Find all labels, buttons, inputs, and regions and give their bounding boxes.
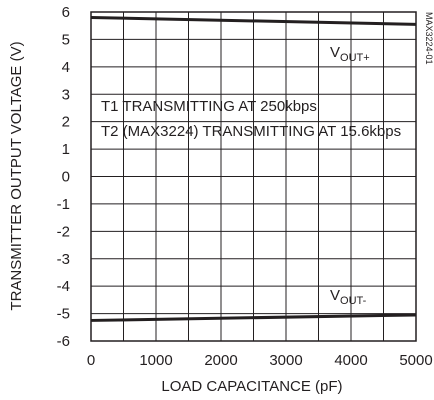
y-tick-label: 6 bbox=[62, 4, 70, 21]
y-tick-labels: 6 5 4 3 2 1 0 -1 -2 -3 -4 -5 -6 bbox=[57, 4, 70, 350]
y-tick-label: 5 bbox=[62, 31, 70, 48]
y-tick-label: -1 bbox=[57, 196, 70, 213]
y-tick-label: 0 bbox=[62, 169, 70, 186]
figure-code: MAX3224-01 bbox=[424, 12, 434, 65]
x-tick-label: 4000 bbox=[334, 352, 367, 369]
x-tick-label: 0 bbox=[87, 352, 95, 369]
y-tick-label: 3 bbox=[62, 86, 70, 103]
y-tick-label: 1 bbox=[62, 141, 70, 158]
x-axis-title: LOAD CAPACITANCE (pF) bbox=[161, 378, 342, 395]
series-line-vout-plus bbox=[90, 15, 417, 26]
series-lines bbox=[90, 15, 417, 322]
annotation-line-2: T2 (MAX3224) TRANSMITTING AT 15.6kbps bbox=[101, 123, 401, 140]
series-line-vout-minus bbox=[90, 313, 417, 322]
y-tick-label: -6 bbox=[57, 333, 70, 350]
annotation-line-1: T1 TRANSMITTING AT 250kbps bbox=[101, 98, 317, 115]
x-tick-label: 3000 bbox=[269, 352, 302, 369]
y-tick-label: 2 bbox=[62, 114, 70, 131]
y-tick-label: -3 bbox=[57, 251, 70, 268]
y-tick-label: -4 bbox=[57, 278, 70, 295]
x-tick-label: 5000 bbox=[399, 352, 432, 369]
series-label-vout-plus: VOUT+ bbox=[330, 44, 370, 64]
x-tick-label: 2000 bbox=[204, 352, 237, 369]
grid bbox=[91, 12, 416, 341]
x-tick-labels: 0 1000 2000 3000 4000 5000 bbox=[87, 352, 433, 369]
y-tick-label: -2 bbox=[57, 223, 70, 240]
y-tick-label: -5 bbox=[57, 306, 70, 323]
plot-frame bbox=[90, 11, 417, 342]
x-tick-label: 1000 bbox=[139, 352, 172, 369]
series-label-vout-minus: VOUT- bbox=[330, 287, 367, 307]
y-tick-label: 4 bbox=[62, 59, 70, 76]
y-axis-title: TRANSMITTER OUTPUT VOLTAGE (V) bbox=[8, 41, 25, 310]
